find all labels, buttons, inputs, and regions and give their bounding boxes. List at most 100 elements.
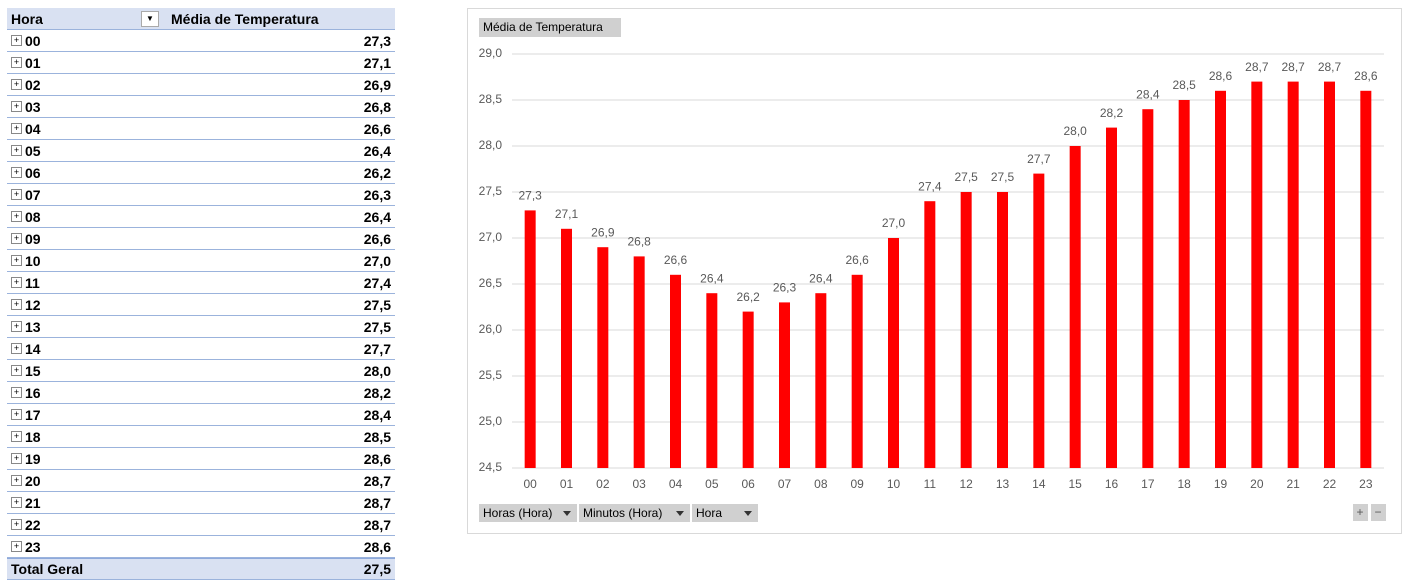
data-label: 28,6 [1354,69,1378,83]
table-row: +00 27,3 [7,30,395,52]
x-tick-label: 02 [596,477,610,491]
x-tick-label: 12 [959,477,973,491]
row-value: 27,5 [363,296,391,313]
data-label: 26,3 [773,281,797,295]
expand-icon[interactable]: + [11,79,22,90]
bar [924,201,936,468]
row-label-cell: +16 [7,385,171,401]
expand-icon[interactable]: + [11,145,22,156]
expand-icon[interactable]: + [11,57,22,68]
expand-icon[interactable]: + [11,189,22,200]
data-label: 28,0 [1063,124,1087,138]
expand-icon[interactable]: + [11,519,22,530]
row-label-cell: +02 [7,77,171,93]
table-row: +02 26,9 [7,74,395,96]
x-tick-label: 23 [1359,477,1373,491]
expand-icon[interactable]: + [11,541,22,552]
header-row: Hora ▼ Média de Temperatura [7,8,395,30]
bar [524,210,536,468]
expand-icon[interactable]: + [11,409,22,420]
bar [670,274,681,468]
row-label: 06 [25,164,41,181]
row-value: 27,3 [363,32,391,49]
filter-button[interactable]: ▼ [141,10,159,27]
row-value: 28,2 [363,384,391,401]
row-label-cell: +14 [7,341,171,357]
data-label: 27,1 [555,207,579,221]
expand-icon[interactable]: + [11,475,22,486]
chart-frame [467,8,1402,534]
x-tick-label: 09 [850,477,864,491]
expand-icon[interactable]: + [11,211,22,222]
series-button[interactable] [479,18,621,37]
expand-icon[interactable]: + [11,321,22,332]
data-label: 28,7 [1281,60,1305,74]
row-value: 26,3 [363,186,391,203]
row-label-cell: +06 [7,165,171,181]
expand-icon[interactable]: + [11,387,22,398]
expand-icon[interactable]: + [11,453,22,464]
row-label: 04 [25,120,41,137]
header-cell: Média de Temperatura [171,10,319,27]
row-label-cell: +22 [7,517,171,533]
expand-icon[interactable]: + [11,233,22,244]
expand-icon[interactable]: + [11,497,22,508]
row-value: 26,6 [363,230,391,247]
row-label-cell: +07 [7,187,171,203]
expand-icon[interactable]: + [11,101,22,112]
expand-icon[interactable]: + [11,123,22,134]
field-button[interactable] [579,504,690,522]
row-label-cell: +01 [7,55,171,71]
row-value: 28,7 [363,472,391,489]
expand-icon[interactable]: + [11,277,22,288]
row-label-cell: +03 [7,99,171,115]
field-button[interactable] [692,504,758,522]
row-label: 02 [25,76,41,93]
row-label-cell: +10 [7,253,171,269]
y-tick-label: 29,0 [479,46,503,60]
expand-icon[interactable]: + [11,431,22,442]
bar [851,274,863,468]
x-tick-label: 07 [778,477,792,491]
row-label: 20 [25,472,41,489]
expand-icon[interactable]: + [11,167,22,178]
x-tick-label: 16 [1105,477,1119,491]
row-value: 26,4 [363,142,391,159]
data-label: 28,7 [1318,60,1342,74]
expand-icon: + [1356,505,1363,519]
row-label: 22 [25,516,41,533]
table-row: +17 28,4 [7,404,395,426]
expand-icon[interactable]: + [11,299,22,310]
expand-icon[interactable]: + [11,343,22,354]
field-button[interactable] [479,504,577,522]
data-label: 27,7 [1027,152,1051,166]
row-label-cell: +08 [7,209,171,225]
bar [1142,109,1154,468]
row-value: 27,7 [363,340,391,357]
data-label: 28,5 [1172,78,1196,92]
x-tick-label: 21 [1286,477,1300,491]
row-value: 27,4 [363,274,391,291]
row-label: 07 [25,186,41,203]
y-tick-label: 27,0 [479,230,503,244]
row-label-cell: +04 [7,121,171,137]
expand-icon[interactable]: + [11,35,22,46]
y-tick-label: 28,5 [479,92,503,106]
row-value: 26,9 [363,76,391,93]
row-value: 28,6 [363,538,391,555]
data-label: 26,6 [845,253,869,267]
expand-icon[interactable]: + [11,255,22,266]
collapse-button[interactable] [1371,504,1386,521]
bar [561,228,572,468]
bar [1215,90,1226,469]
expand-icon[interactable]: + [11,365,22,376]
y-tick-label: 27,5 [479,184,503,198]
data-label: 28,7 [1245,60,1269,74]
row-label: 17 [25,406,41,423]
row-label: 09 [25,230,41,247]
expand-button[interactable] [1353,504,1368,521]
y-tick-label: 25,0 [479,414,503,428]
table-row: +20 28,7 [7,470,395,492]
row-value: 28,7 [363,494,391,511]
